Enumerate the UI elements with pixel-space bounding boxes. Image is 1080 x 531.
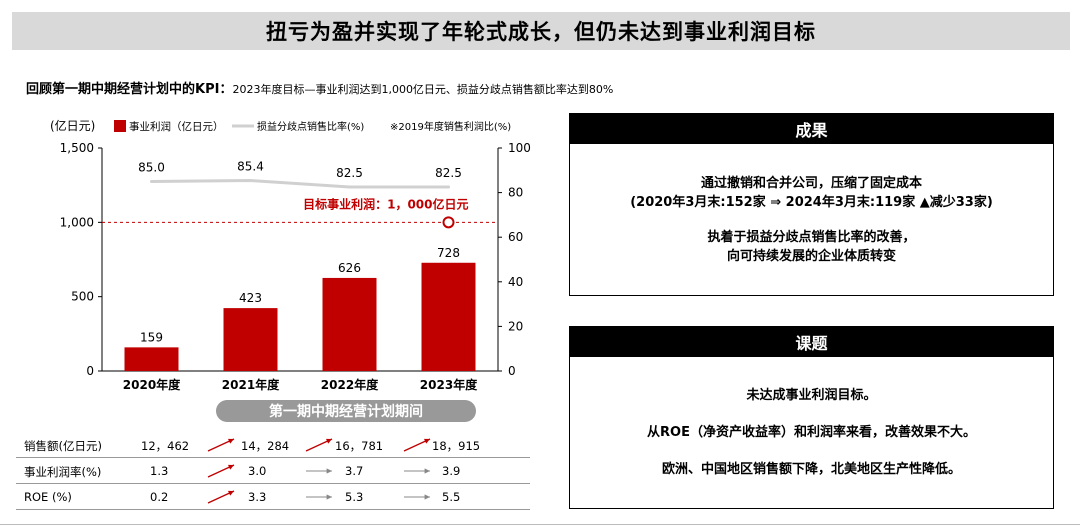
issues-line: 未达成事业利润目标。	[746, 388, 877, 403]
bar	[322, 277, 377, 371]
y2-tick-label: 0	[508, 364, 516, 378]
arrow-head-icon	[326, 494, 332, 500]
legend-bar-label: 事业利润（亿日元）	[129, 120, 224, 133]
bar	[124, 347, 179, 371]
issues-header: 课题	[570, 327, 1053, 357]
legend-line-label: 损益分歧点销售比率(%)	[257, 120, 364, 133]
kpi-chart: (亿日元) 事业利润（亿日元） 损益分歧点销售比率(%) ※2019年度销售利润…	[22, 112, 552, 442]
ratio-point	[447, 185, 450, 189]
subtitle-bold: 回顾第一期中期经营计划中的KPI：	[26, 82, 233, 97]
row-label: ROE (%)	[24, 490, 72, 504]
period-label: 第一期中期经营计划期间	[269, 403, 423, 420]
bar	[223, 308, 278, 371]
ratio-line	[151, 179, 449, 189]
y-tick-label: 0	[86, 364, 94, 378]
arrow-head-icon	[424, 468, 430, 474]
cell: 3.3	[248, 490, 267, 504]
results-line: (2020年3月末:152家 ⇒ 2024年3月末:119家 ▲减少33家)	[630, 194, 993, 210]
ratio-value-label: 82.5	[336, 166, 363, 180]
cell: 14，284	[241, 439, 290, 453]
issues-line: 欧洲、中国地区销售额下降，北美地区生产性降低。	[661, 462, 961, 477]
title-bar: 扭亏为盈并实现了年轮式成长，但仍未达到事业利润目标	[12, 12, 1070, 50]
trend-arrows	[207, 438, 431, 504]
results-line: 通过撤销和合并公司，压缩了固定成本	[700, 175, 922, 191]
legend-bar-swatch	[114, 120, 126, 132]
cell: 5.5	[442, 490, 461, 504]
y2-tick-label: 20	[508, 319, 523, 333]
period-pill	[216, 400, 476, 422]
cell: 3.9	[442, 464, 461, 478]
chart-svg: (亿日元) 事业利润（亿日元） 损益分歧点销售比率(%) ※2019年度销售利润…	[50, 118, 531, 422]
arrow-head-icon	[228, 438, 234, 444]
results-body: 通过撤销和合并公司，压缩了固定成本 (2020年3月末:152家 ⇒ 2024年…	[570, 144, 1053, 295]
issues-body: 未达成事业利润目标。 从ROE（净资产收益率）和利润率来看，改善效果不大。 欧洲…	[570, 357, 1053, 508]
arrow-head-icon	[326, 468, 332, 474]
ratio-point	[150, 179, 153, 183]
row-label: 事业利润率(%)	[24, 465, 102, 479]
x-tick-label: 2020年度	[123, 377, 181, 392]
results-line: 向可持续发展的企业体质转变	[726, 248, 896, 264]
bar-value-label: 159	[140, 330, 163, 344]
x-tick-label: 2022年度	[321, 377, 379, 392]
bottom-divider	[0, 524, 1080, 525]
legend-note: ※2019年度销售利润比(%)	[390, 120, 511, 133]
arrow-head-icon	[424, 494, 430, 500]
row-label: 销售额(亿日元)	[24, 439, 102, 453]
issues-line: 从ROE（净资产收益率）和利润率来看，改善效果不大。	[647, 425, 976, 440]
cell: 5.3	[345, 490, 364, 504]
cell: 3.0	[248, 464, 267, 478]
ratio-value-label: 85.4	[237, 160, 264, 174]
bar	[421, 262, 476, 371]
results-panel: 成果 通过撤销和合并公司，压缩了固定成本 (2020年3月末:152家 ⇒ 20…	[569, 113, 1054, 296]
y2-tick-label: 40	[508, 275, 523, 289]
ratio-value-label: 82.5	[435, 166, 462, 180]
cell: 18，915	[432, 439, 481, 453]
cell: 1.3	[150, 464, 169, 478]
cell: 0.2	[150, 490, 169, 504]
arrow-head-icon	[228, 464, 234, 470]
ratio-point	[249, 179, 252, 183]
table-row-roe: ROE (%) 0.2 3.3 5.3 5.5	[16, 484, 530, 510]
arrow-head-icon	[424, 438, 430, 444]
arrow-head-icon	[228, 490, 234, 496]
table-row-margin: 事业利润率(%) 1.3 3.0 3.7 3.9	[16, 458, 530, 484]
cell: 12，462	[141, 439, 190, 453]
y-tick-label: 500	[71, 290, 94, 304]
bar-value-label: 423	[239, 291, 262, 305]
chart-subtitle: 回顾第一期中期经营计划中的KPI：2023年度目标—事业利润达到1,000亿日元…	[26, 78, 613, 97]
cell: 16，781	[335, 439, 384, 453]
x-tick-label: 2021年度	[222, 377, 280, 392]
y2-tick-label: 80	[508, 186, 523, 200]
results-header: 成果	[570, 114, 1053, 144]
y-tick-label: 1,500	[60, 141, 94, 155]
y-axis-unit-label: (亿日元)	[50, 118, 95, 133]
y2-tick-label: 100	[508, 141, 531, 155]
y-tick-label: 1,000	[60, 215, 94, 229]
y2-tick-label: 60	[508, 230, 523, 244]
target-label: 目标事业利润：1，000亿日元	[303, 196, 468, 211]
target-marker	[442, 216, 455, 229]
table-row-sales: 销售额(亿日元) 12，462 14，284 16，781 18，915	[16, 432, 530, 458]
arrow-head-icon	[326, 438, 332, 444]
bar-value-label: 728	[437, 246, 460, 260]
x-tick-label: 2023年度	[420, 377, 478, 392]
bar-value-label: 626	[338, 261, 361, 275]
issues-panel: 课题 未达成事业利润目标。 从ROE（净资产收益率）和利润率来看，改善效果不大。…	[569, 326, 1054, 509]
ratio-point	[348, 185, 351, 189]
results-line: 执着于损益分歧点销售比率的改善，	[707, 229, 916, 245]
ratio-value-label: 85.0	[138, 160, 165, 174]
cell: 3.7	[345, 464, 364, 478]
page-title: 扭亏为盈并实现了年轮式成长，但仍未达到事业利润目标	[266, 20, 816, 44]
subtitle-desc: 2023年度目标—事业利润达到1,000亿日元、损益分歧点销售额比率达到80%	[232, 83, 614, 96]
